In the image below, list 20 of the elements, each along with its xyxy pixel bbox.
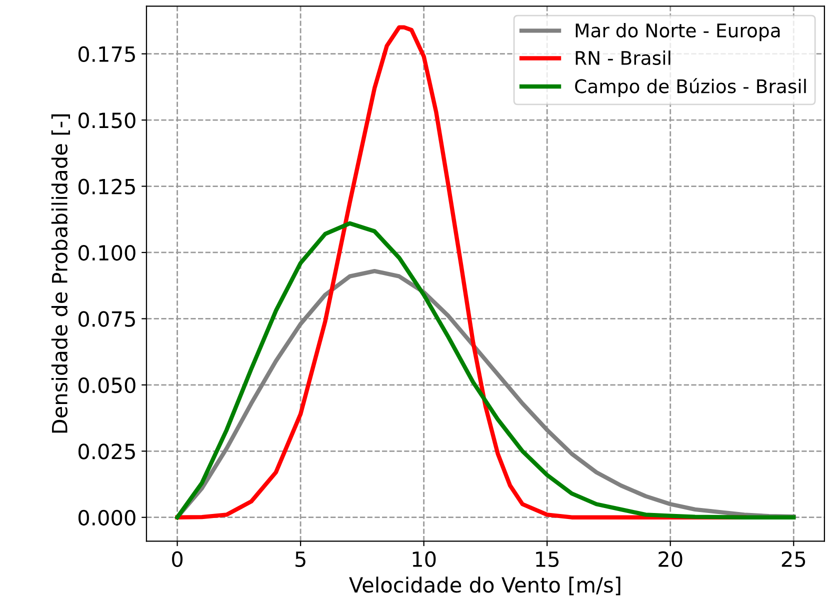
y-tick-label: 0.125 [78, 178, 135, 194]
x-axis-title: Velocidade do Vento [m/s] [349, 576, 620, 596]
legend-label: RN - Brasil [576, 50, 670, 66]
x-tick-label: 0 [172, 551, 183, 568]
x-tick-label: 25 [782, 551, 806, 568]
legend-label: Mar do Norte - Europa [576, 23, 780, 42]
y-tick-label: 0.075 [78, 311, 135, 327]
y-tick-label: 0.100 [78, 244, 136, 261]
y-tick-label: 0.025 [78, 444, 135, 460]
y-tick-label: 0.150 [78, 112, 136, 128]
line-series [175, 221, 796, 520]
legend-label: Campo de Búzios - Brasil [575, 78, 806, 97]
x-tick-label: 20 [658, 551, 682, 568]
x-tick-label: 5 [296, 552, 306, 568]
y-tick-label: 0.000 [78, 510, 136, 526]
x-tick-label: 15 [536, 552, 559, 568]
y-tick-label: 0.175 [78, 46, 135, 62]
y-axis-title: Densidade de Probabilidade [-] [51, 114, 70, 433]
y-tick-label: 0.050 [78, 377, 136, 394]
x-tick-label: 10 [412, 551, 436, 568]
